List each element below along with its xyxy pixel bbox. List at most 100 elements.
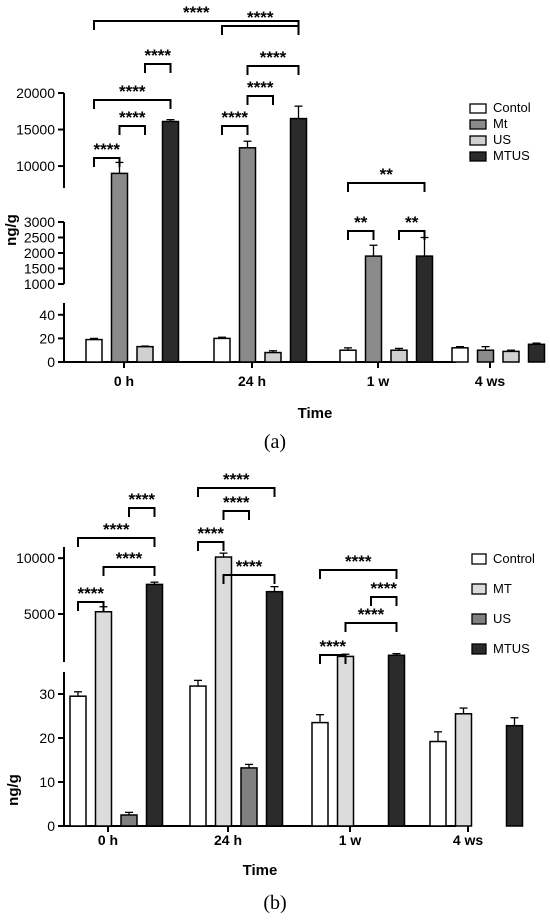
significance-bracket [347,182,426,192]
legend-label: MTUS [493,641,530,656]
x-tick-label: 1 w [367,373,390,389]
significance-bracket [128,507,156,517]
y-tick-label: 1500 [24,261,55,277]
legend-label: Contol [493,100,531,115]
x-tick-label: 1 w [339,832,362,848]
significance-bracket [398,230,426,240]
significance-label: **** [223,493,250,512]
legend-swatch [469,119,487,130]
significance-label: **** [320,637,347,656]
x-tick-label: 24 h [214,832,242,848]
significance-label: ** [380,165,394,184]
y-tick-label: 20000 [16,85,55,101]
legend-swatch [469,151,487,162]
bar-mtus [527,343,546,363]
significance-label: **** [236,557,263,576]
legend-swatch [469,103,487,114]
bar-contol [85,338,103,363]
legend-swatch [471,553,487,565]
bar-mtus [505,724,524,827]
bar-us [120,814,138,827]
legend-label: Control [493,551,535,566]
significance-bracket [197,487,276,497]
y-tick-label: 2500 [24,230,55,246]
bar-contol [339,349,357,363]
bar-mtus [415,255,434,363]
significance-label: **** [222,108,249,127]
legend-label: US [493,611,511,626]
y-tick-label: 5000 [24,606,55,622]
y-tick-label: 10 [39,774,55,790]
significance-bracket [246,65,300,75]
legend-label: Mt [493,116,508,131]
bar-mtus [161,120,180,363]
significance-label: **** [129,490,156,509]
bar-us [240,767,258,827]
x-tick-label: 0 h [98,832,118,848]
bar-control [69,695,87,827]
bar-mt [238,147,257,363]
significance-label: **** [103,520,130,539]
significance-label: **** [358,605,385,624]
bar-mt [110,172,129,363]
bar-mt [214,556,233,827]
significance-bracket [77,601,105,611]
bar-mt [476,349,495,363]
significance-label: **** [78,584,105,603]
y-tick-label: 0 [47,818,55,834]
legend-swatch [471,613,487,625]
significance-label: **** [119,82,146,101]
significance-bracket [102,566,156,576]
significance-bracket [77,537,156,547]
bar-mt [94,611,113,827]
legend-label: MT [493,581,512,596]
y-tick-label: 3000 [24,214,55,230]
bar-control [189,685,207,827]
x-tick-label: 24 h [238,373,266,389]
significance-label: **** [198,524,225,543]
y-tick-label: 2000 [24,245,55,261]
significance-bracket [246,95,274,105]
y-tick-label: 40 [39,307,55,323]
bar-mtus [387,654,406,827]
bar-us [136,345,154,363]
bar-control [311,721,329,827]
significance-bracket [347,230,375,240]
significance-label: **** [345,552,372,571]
bar-control [429,740,447,827]
y-tick-label: 1000 [24,276,55,292]
significance-bracket [221,25,300,35]
legend-label: MTUS [493,148,530,163]
x-axis-title: Time [243,862,278,879]
significance-bracket [197,541,225,551]
significance-label: **** [116,549,143,568]
significance-bracket [222,510,250,520]
y-tick-label: 10000 [16,158,55,174]
significance-bracket [93,157,121,167]
y-tick-label: 20 [39,330,55,346]
significance-bracket [221,125,249,135]
significance-label: **** [183,3,210,22]
caption-b: (b) [263,892,286,914]
bar-us [390,349,408,363]
y-tick-label: 30 [39,686,55,702]
bar-mt [364,255,383,363]
significance-label: **** [119,108,146,127]
bar-mtus [145,583,164,827]
significance-label: **** [247,78,274,97]
caption-a: (a) [264,431,286,453]
significance-label: ** [354,213,368,232]
bar-contol [213,337,231,363]
bar-mt [336,655,355,827]
significance-label: **** [371,579,398,598]
legend-swatch [469,135,487,146]
y-tick-label: 15000 [16,122,55,138]
significance-bracket [222,574,276,584]
significance-bracket [93,99,172,109]
significance-bracket [144,63,172,73]
bar-mtus [265,590,284,827]
legend-swatch [471,643,487,655]
x-axis-title: Time [298,405,333,422]
